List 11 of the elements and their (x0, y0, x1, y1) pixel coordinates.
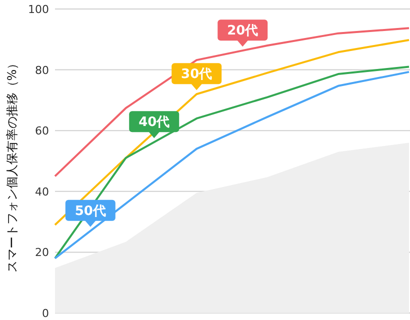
y-tick-label: 40 (35, 185, 49, 198)
y-tick-label: 20 (35, 246, 49, 260)
series-label: 20代 (227, 24, 258, 39)
y-tick-label: 60 (35, 124, 49, 138)
series-label: 30代 (181, 67, 212, 82)
y-tick-label: 80 (35, 64, 49, 77)
y-tick-label: 0 (42, 307, 49, 320)
series-label: 40代 (138, 115, 170, 130)
series-label: 50代 (74, 204, 106, 219)
ylabel: スマートフォン個人保有率の推移（%） (5, 57, 19, 273)
y-tick-label: 100 (28, 3, 49, 16)
